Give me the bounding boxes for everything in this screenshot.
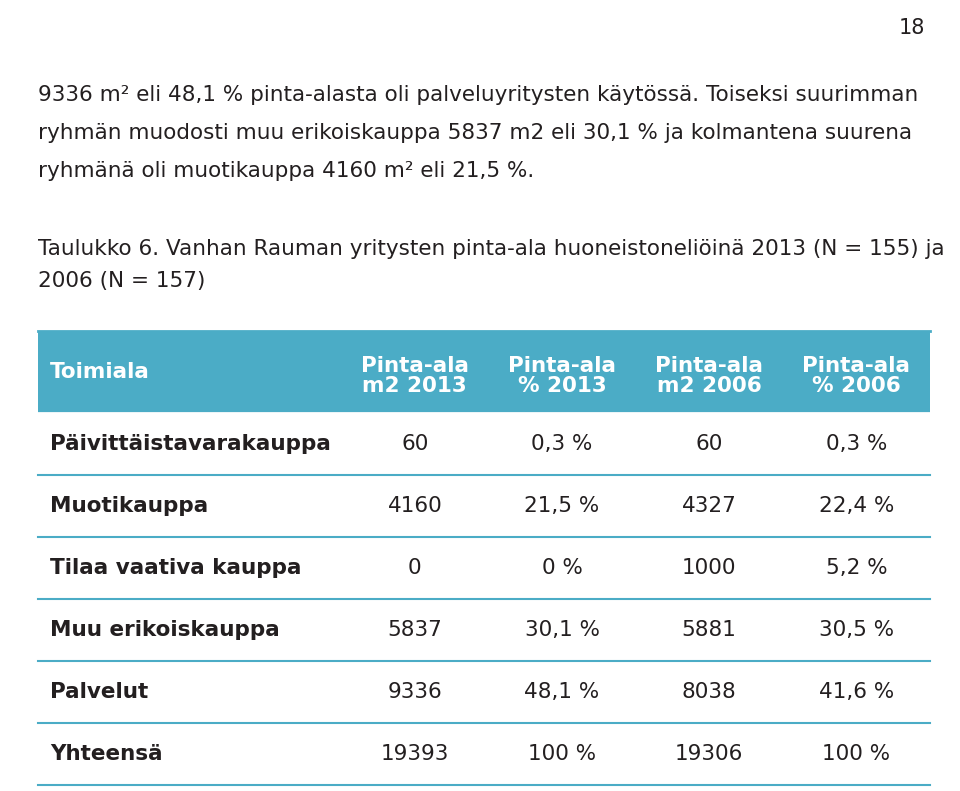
Text: 4327: 4327: [682, 496, 736, 516]
Bar: [38, 661, 930, 723]
Text: 4160: 4160: [388, 496, 443, 516]
Text: ryhmän muodosti muu erikoiskauppa 5837 m2 eli 30,1 % ja kolmantena suurena: ryhmän muodosti muu erikoiskauppa 5837 m…: [38, 123, 912, 143]
Text: 19306: 19306: [675, 744, 743, 764]
Text: 100 %: 100 %: [528, 744, 596, 764]
Text: Toimiala: Toimiala: [50, 362, 150, 382]
Text: 48,1 %: 48,1 %: [524, 682, 600, 702]
Text: 0 %: 0 %: [541, 558, 583, 578]
Text: 60: 60: [696, 434, 723, 454]
Text: 0,3 %: 0,3 %: [826, 434, 887, 454]
Text: 5837: 5837: [388, 620, 443, 640]
Text: Pinta-ala: Pinta-ala: [656, 356, 763, 376]
Text: 0: 0: [408, 558, 421, 578]
Text: 9336: 9336: [388, 682, 443, 702]
Text: 0,3 %: 0,3 %: [532, 434, 592, 454]
Text: Muotikauppa: Muotikauppa: [50, 496, 208, 516]
Text: 1000: 1000: [682, 558, 736, 578]
Text: 8038: 8038: [682, 682, 736, 702]
Bar: [38, 475, 930, 537]
Text: m2 2013: m2 2013: [363, 376, 468, 396]
Bar: [38, 723, 930, 785]
Text: 2006 (N = 157): 2006 (N = 157): [38, 271, 205, 291]
Text: m2 2006: m2 2006: [657, 376, 761, 396]
Text: 100 %: 100 %: [823, 744, 891, 764]
Text: 19393: 19393: [381, 744, 449, 764]
Text: Pinta-ala: Pinta-ala: [361, 356, 468, 376]
Text: 9336 m² eli 48,1 % pinta-alasta oli palveluyritysten käytössä. Toiseksi suurimma: 9336 m² eli 48,1 % pinta-alasta oli palv…: [38, 85, 919, 105]
Text: 5,2 %: 5,2 %: [826, 558, 887, 578]
Bar: [38, 331, 930, 413]
Text: 18: 18: [899, 18, 925, 38]
Text: 5881: 5881: [682, 620, 736, 640]
Text: 60: 60: [401, 434, 428, 454]
Text: 22,4 %: 22,4 %: [819, 496, 894, 516]
Text: Palvelut: Palvelut: [50, 682, 148, 702]
Text: Pinta-ala: Pinta-ala: [508, 356, 616, 376]
Text: % 2013: % 2013: [517, 376, 607, 396]
Text: 30,5 %: 30,5 %: [819, 620, 894, 640]
Text: % 2006: % 2006: [812, 376, 900, 396]
Text: Yhteensä: Yhteensä: [50, 744, 162, 764]
Bar: [38, 413, 930, 475]
Text: 41,6 %: 41,6 %: [819, 682, 894, 702]
Bar: [38, 537, 930, 599]
Text: Muu erikoiskauppa: Muu erikoiskauppa: [50, 620, 279, 640]
Text: Taulukko 6. Vanhan Rauman yritysten pinta-ala huoneistoneliöinä 2013 (N = 155) j: Taulukko 6. Vanhan Rauman yritysten pint…: [38, 239, 945, 259]
Text: ryhmänä oli muotikauppa 4160 m² eli 21,5 %.: ryhmänä oli muotikauppa 4160 m² eli 21,5…: [38, 161, 535, 181]
Text: Tilaa vaativa kauppa: Tilaa vaativa kauppa: [50, 558, 301, 578]
Text: Pinta-ala: Pinta-ala: [803, 356, 910, 376]
Text: 21,5 %: 21,5 %: [524, 496, 600, 516]
Text: 30,1 %: 30,1 %: [524, 620, 600, 640]
Text: Päivittäistavarakauppa: Päivittäistavarakauppa: [50, 434, 331, 454]
Bar: [38, 599, 930, 661]
